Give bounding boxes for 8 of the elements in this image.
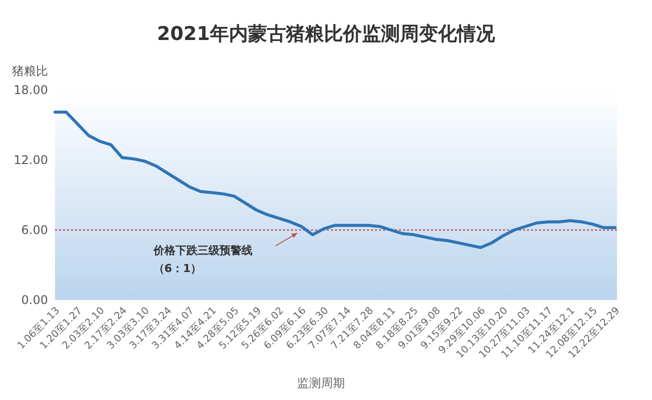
chart-title: 2021年内蒙古猪粮比价监测周变化情况	[157, 23, 496, 45]
ref-line-label: 价格下跌三级预警线（6：1）	[152, 244, 252, 275]
y-tick-label: 18.00	[14, 83, 48, 97]
y-tick-label: 12.00	[14, 153, 48, 167]
y-tick-label: 6.00	[21, 223, 48, 237]
y-axis-title: 猪粮比	[12, 64, 48, 78]
x-axis-title: 监测周期	[297, 376, 345, 390]
y-tick-label: 0.00	[21, 293, 48, 307]
